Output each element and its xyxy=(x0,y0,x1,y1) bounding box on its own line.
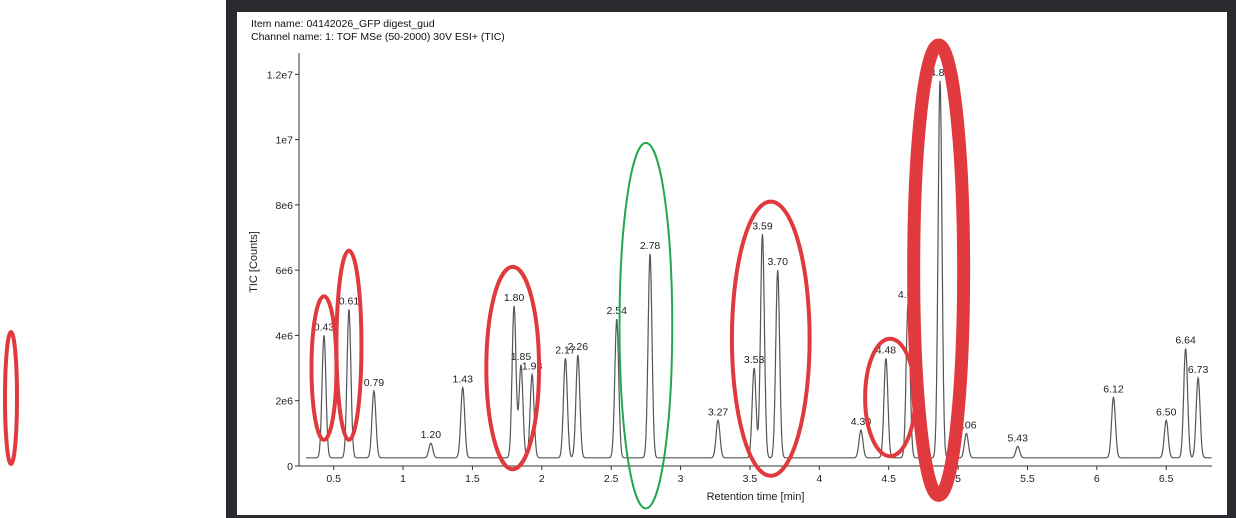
y-tick-label: 2e6 xyxy=(275,396,293,408)
y-tick-label: 1e7 xyxy=(275,135,293,147)
red-highlight-ellipse xyxy=(484,264,542,472)
x-axis-label: Retention time [min] xyxy=(707,491,805,503)
red-highlight-ellipse xyxy=(334,248,364,442)
channel-name-label: Channel name: 1: TOF MSe (50-2000) 30V E… xyxy=(251,31,505,43)
green-highlight-ellipse xyxy=(618,141,674,510)
x-tick-label: 1 xyxy=(400,473,406,485)
x-tick-label: 2 xyxy=(539,473,545,485)
x-tick-label: 1.5 xyxy=(465,473,480,485)
peak-label: 4.48 xyxy=(876,344,897,356)
peak-label: 2.54 xyxy=(607,305,628,317)
x-tick-label: 3.5 xyxy=(743,473,758,485)
tic-trace xyxy=(305,80,1212,459)
peak-label: 3.59 xyxy=(752,220,773,232)
y-tick-label: 0 xyxy=(287,461,293,473)
red-highlight-ellipse xyxy=(729,199,812,478)
peak-label: 5.43 xyxy=(1008,432,1029,444)
trace-layer xyxy=(305,80,1212,459)
peak-label: 0.43 xyxy=(314,321,335,333)
y-tick-label: 6e6 xyxy=(275,265,293,277)
x-tick-label: 6 xyxy=(1094,473,1100,485)
y-tick-label: 1.2e7 xyxy=(267,69,293,81)
peak-label: 6.73 xyxy=(1188,364,1209,376)
chromatogram-plot: 0.5 1 1.5 2 2.5 3 3.5 4 4.5 5 5.5 6 6.502e64e66e68e6… xyxy=(248,38,1212,510)
x-tick-label: 5 xyxy=(955,473,961,485)
x-tick-label: 5.5 xyxy=(1020,473,1035,485)
peak-label: 3.27 xyxy=(708,406,729,418)
peak-label: 6.64 xyxy=(1175,334,1196,346)
x-tick-label: 2.5 xyxy=(604,473,619,485)
x-tick-label: 4 xyxy=(816,473,822,485)
y-tick-label: 8e6 xyxy=(275,200,293,212)
peak-label: 1.43 xyxy=(453,374,474,386)
peak-label: 2.78 xyxy=(640,240,661,252)
peak-label: 0.61 xyxy=(339,295,360,307)
y-axis-label: TIC [Counts] xyxy=(248,231,260,293)
item-name-label: Item name: 04142026_GFP digest_gud xyxy=(251,18,435,30)
peak-label: 2.26 xyxy=(568,341,589,353)
red-highlight-ellipse xyxy=(309,294,339,442)
red-ellipse-marker xyxy=(3,330,19,466)
red-highlight-ellipse xyxy=(907,38,971,502)
x-tick-label: 3 xyxy=(678,473,684,485)
peak-label: 6.12 xyxy=(1103,383,1124,395)
peak-label: 3.53 xyxy=(744,354,765,366)
peak-label: 6.50 xyxy=(1156,406,1177,418)
x-tick-label: 0.5 xyxy=(326,473,341,485)
y-tick-label: 4e6 xyxy=(275,330,293,342)
peak-label: 1.80 xyxy=(504,292,525,304)
x-tick-label: 4.5 xyxy=(881,473,896,485)
highlight-ellipses xyxy=(309,38,971,510)
red-highlight-ellipse xyxy=(863,336,918,459)
x-tick-label: 6.5 xyxy=(1159,473,1174,485)
peak-label: 0.79 xyxy=(364,377,385,389)
peak-label: 1.20 xyxy=(421,429,442,441)
chromatogram-panel: Item name: 04142026_GFP digest_gud Chann… xyxy=(237,12,1227,515)
plot-axes: 0.5 1 1.5 2 2.5 3 3.5 4 4.5 5 5.5 6 6.502e64e66e68e6… xyxy=(248,53,1212,503)
peak-label: 1.85 xyxy=(511,351,532,363)
peak-labels: 0.430.610.791.201.431.801.851.932.172.26… xyxy=(314,67,1209,445)
peak-label: 3.70 xyxy=(767,256,788,268)
peak-label: 2.17 xyxy=(555,344,576,356)
